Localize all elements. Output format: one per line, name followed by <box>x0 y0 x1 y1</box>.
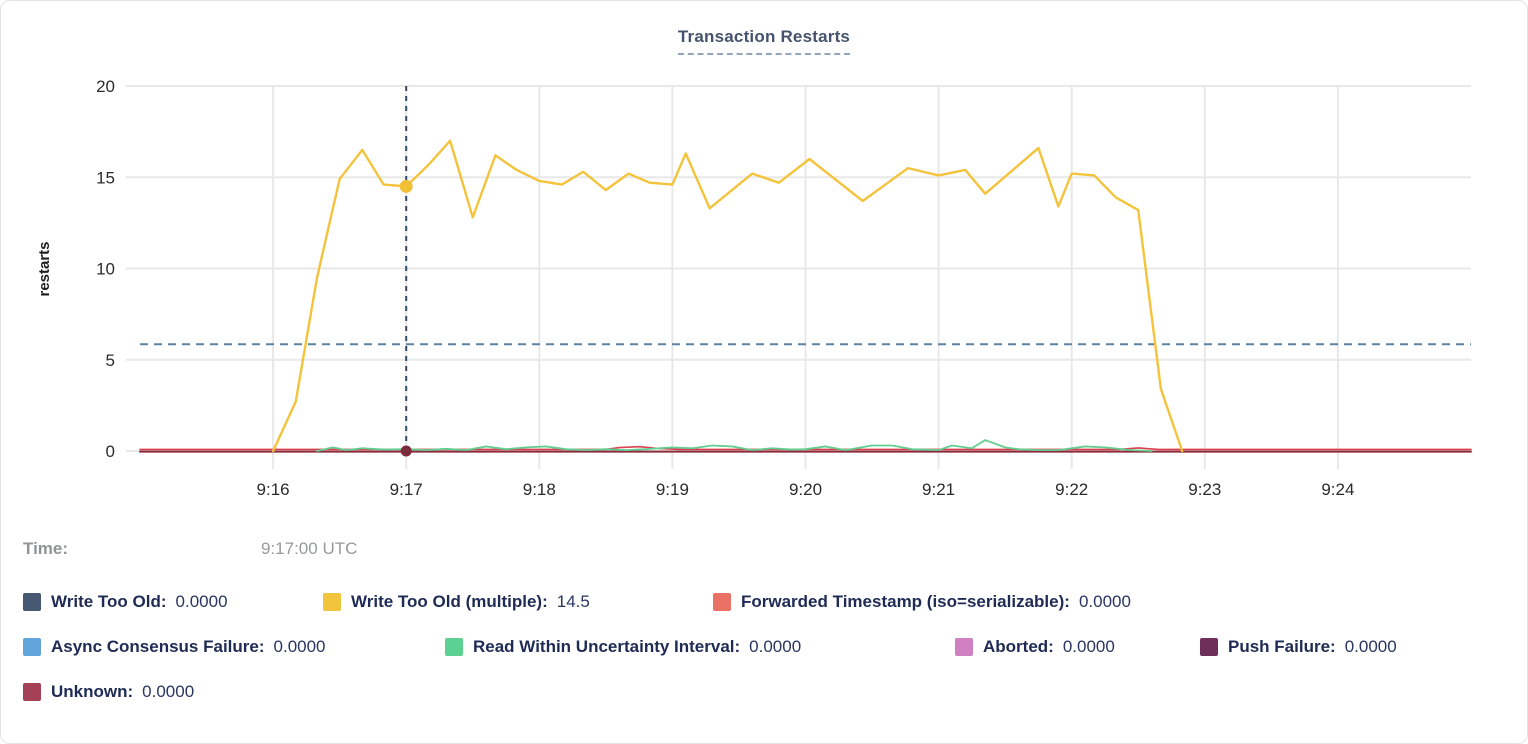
legend-value: 0.0000 <box>1078 592 1131 611</box>
legend-swatch-read-within-uncertainty <box>445 638 463 656</box>
x-tick-label: 9:16 <box>257 480 290 499</box>
legend-row-1: Write Too Old: 0.0000 Write Too Old (mul… <box>23 590 1517 614</box>
legend-row-3: Unknown: 0.0000 <box>23 680 1517 704</box>
x-tick-label: 9:21 <box>922 480 955 499</box>
legend-swatch-write-too-old-multiple <box>323 593 341 611</box>
hover-time-row: Time: 9:17:00 UTC <box>23 539 1505 563</box>
y-tick-label: 10 <box>96 260 115 279</box>
legend-item-aborted: Aborted: 0.0000 <box>955 637 1200 657</box>
y-tick-label: 15 <box>96 168 115 187</box>
series-line-forwarded_timestamp <box>139 445 1472 451</box>
transaction-restarts-chart-plot[interactable]: 9:16 9:17 9:18 9:19 9:20 9:21 9:22 9:23 9:24 0 5 10… <box>1 1 1527 531</box>
legend-item-async-consensus-failure: Async Consensus Failure: 0.0000 <box>23 637 445 657</box>
legend-label: Write Too Old (multiple): <box>351 592 548 611</box>
chart-title-wrap: Transaction Restarts <box>1 27 1527 55</box>
legend-item-unknown: Unknown: 0.0000 <box>23 682 194 702</box>
legend-value: 0.0000 <box>142 682 195 701</box>
y-tick-label: 0 <box>106 442 115 461</box>
x-tick-label: 9:24 <box>1321 480 1354 499</box>
x-tick-label: 9:23 <box>1188 480 1221 499</box>
legend-value: 14.5 <box>556 592 590 611</box>
x-tick-label: 9:20 <box>789 480 822 499</box>
legend-item-read-within-uncertainty: Read Within Uncertainty Interval: 0.0000 <box>445 637 955 657</box>
chart-title[interactable]: Transaction Restarts <box>677 27 851 55</box>
legend-swatch-push-failure <box>1200 638 1218 656</box>
x-tick-label: 9:22 <box>1055 480 1088 499</box>
legend-swatch-aborted <box>955 638 973 656</box>
x-tick-label: 9:19 <box>656 480 689 499</box>
legend-swatch-async-consensus-failure <box>23 638 41 656</box>
legend-label: Aborted: <box>983 637 1054 656</box>
legend-item-write-too-old-multiple: Write Too Old (multiple): 14.5 <box>323 592 713 612</box>
time-value: 9:17:00 UTC <box>261 539 358 558</box>
legend-swatch-forwarded-timestamp <box>713 593 731 611</box>
y-axis-label: restarts <box>36 241 53 296</box>
legend-item-forwarded-timestamp: Forwarded Timestamp (iso=serializable): … <box>713 592 1131 612</box>
legend-label: Read Within Uncertainty Interval: <box>473 637 741 656</box>
time-label: Time: <box>23 539 69 558</box>
x-tick-label: 9:18 <box>523 480 556 499</box>
hover-dot-unknown <box>400 445 412 457</box>
legend-value: 0.0000 <box>175 592 228 611</box>
legend-item-write-too-old: Write Too Old: 0.0000 <box>23 592 323 612</box>
y-tick-label: 20 <box>96 77 115 96</box>
legend-swatch-unknown <box>23 683 41 701</box>
legend-value: 0.0000 <box>1062 637 1115 656</box>
x-tick-label: 9:17 <box>390 480 423 499</box>
legend-label: Async Consensus Failure: <box>51 637 265 656</box>
legend-label: Write Too Old: <box>51 592 167 611</box>
series-line-read_within_uncertainty <box>316 439 1153 452</box>
y-tick-label: 5 <box>106 351 115 370</box>
legend-row-2: Async Consensus Failure: 0.0000 Read Wit… <box>23 635 1517 659</box>
legend-value: 0.0000 <box>1344 637 1397 656</box>
hover-dot-write_too_old_multiple <box>399 179 413 193</box>
legend-label: Push Failure: <box>1228 637 1336 656</box>
legend-value: 0.0000 <box>273 637 326 656</box>
legend-value: 0.0000 <box>749 637 802 656</box>
legend-swatch-write-too-old <box>23 593 41 611</box>
legend-label: Unknown: <box>51 682 134 701</box>
legend-item-push-failure: Push Failure: 0.0000 <box>1200 637 1397 657</box>
legend-label: Forwarded Timestamp (iso=serializable): <box>741 592 1070 611</box>
